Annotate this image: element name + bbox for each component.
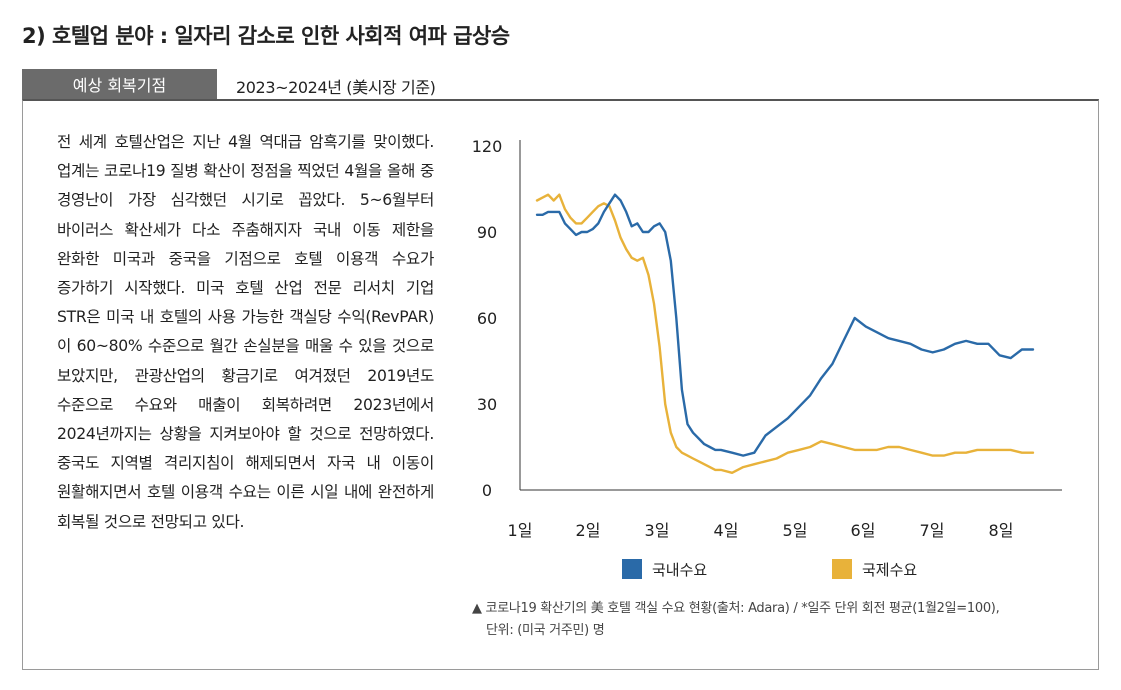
series-line-domestic bbox=[535, 193, 1035, 457]
chart-caption: ▲ 코로나19 확산기의 美 호텔 객실 수요 현황(출처: Adara) / … bbox=[472, 598, 1072, 642]
section-heading: 2) 호텔업 분야 : 일자리 감소로 인한 사회적 여파 급상승 bbox=[22, 24, 510, 48]
content-frame bbox=[22, 99, 1099, 670]
caption-line-1: ▲ 코로나19 확산기의 美 호텔 객실 수요 현황(출처: Adara) / … bbox=[472, 601, 1000, 616]
x-tick-label: 2일 bbox=[576, 521, 601, 540]
series-line-international bbox=[535, 193, 1035, 474]
legend-label: 국내수요 bbox=[652, 561, 707, 579]
x-tick-label: 1일 bbox=[508, 521, 533, 540]
recovery-label: 예상 회복기점 bbox=[22, 69, 217, 99]
chart-legend: 국내수요 국제수요 bbox=[622, 559, 917, 579]
x-tick-label: 3일 bbox=[645, 521, 670, 540]
y-tick-label: 0 bbox=[482, 481, 492, 500]
recovery-value: 2023~2024년 (美시장 기준) bbox=[236, 78, 436, 97]
series-lines bbox=[535, 193, 1035, 474]
y-tick-label: 30 bbox=[477, 395, 497, 414]
legend-swatch bbox=[622, 559, 642, 579]
y-tick-label: 120 bbox=[472, 137, 503, 156]
body-paragraph: 전 세계 호텔산업은 지난 4월 역대급 암흑기를 맞이했다. 업계는 코로나1… bbox=[57, 133, 434, 531]
caption-line-2: 단위: (미국 거주민) 명 bbox=[486, 623, 605, 638]
x-tick-label: 4일 bbox=[714, 521, 739, 540]
x-tick-label: 7일 bbox=[920, 521, 945, 540]
y-tick-label: 60 bbox=[477, 309, 497, 328]
x-tick-label: 6일 bbox=[851, 521, 876, 540]
y-tick-labels: 0 30 60 90 120 bbox=[472, 137, 503, 500]
legend-label: 국제수요 bbox=[862, 561, 917, 579]
y-tick-label: 90 bbox=[477, 223, 497, 242]
x-tick-labels: 1일 2일 3일 4일 5일 6일 7일 8일 bbox=[508, 521, 1014, 540]
x-tick-label: 5일 bbox=[783, 521, 808, 540]
chart-axes bbox=[519, 140, 1062, 491]
x-tick-label: 8일 bbox=[989, 521, 1014, 540]
legend-swatch bbox=[832, 559, 852, 579]
